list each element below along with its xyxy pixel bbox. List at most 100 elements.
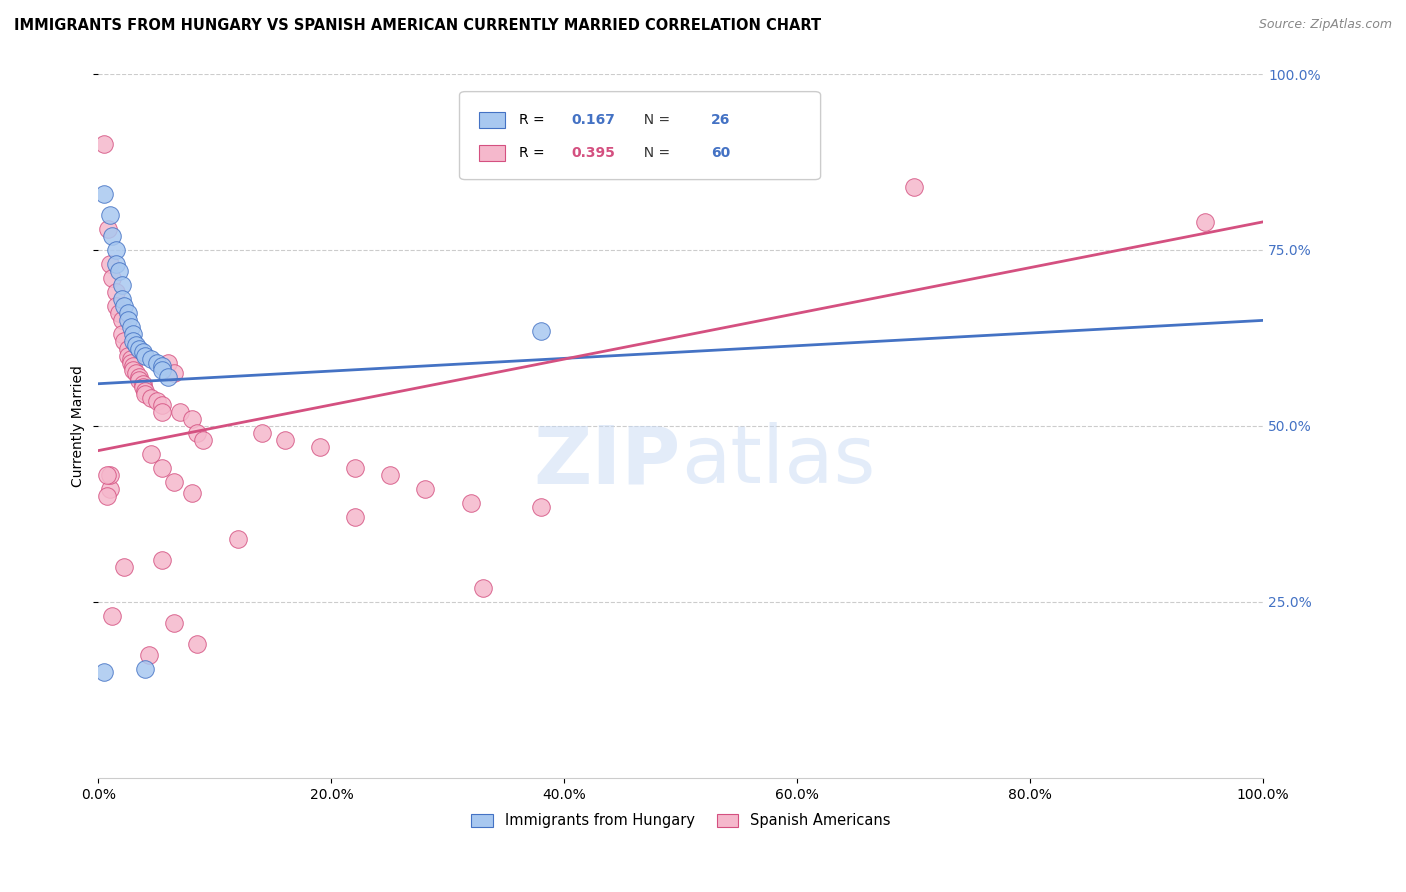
Point [138, 648, 160, 662]
Point [134, 387, 156, 401]
Point [180, 485, 202, 500]
Point [96, 489, 118, 503]
Point [903, 179, 925, 194]
Point [112, 299, 135, 313]
Text: R =: R = [519, 112, 548, 127]
Point [1194, 215, 1216, 229]
Point [152, 359, 174, 373]
Point [413, 483, 436, 497]
Point [145, 394, 167, 409]
Point [101, 271, 124, 285]
Legend: Immigrants from Hungary, Spanish Americans: Immigrants from Hungary, Spanish America… [465, 807, 897, 834]
Point [120, 320, 142, 334]
Text: 26: 26 [711, 112, 731, 127]
Point [111, 278, 134, 293]
Point [186, 425, 208, 440]
Point [128, 342, 150, 356]
Point [93, 665, 115, 680]
Point [104, 285, 127, 300]
Point [134, 662, 156, 676]
Point [117, 313, 139, 327]
Point [117, 342, 139, 356]
Text: N =: N = [636, 146, 675, 160]
Point [152, 552, 174, 566]
Point [471, 581, 494, 595]
Point [157, 356, 180, 370]
Point [98, 483, 121, 497]
Point [145, 356, 167, 370]
Text: 60: 60 [711, 146, 730, 160]
Point [128, 373, 150, 387]
Point [108, 264, 131, 278]
Point [169, 405, 191, 419]
Point [343, 510, 366, 524]
Text: 0.395: 0.395 [571, 146, 616, 160]
Text: Source: ZipAtlas.com: Source: ZipAtlas.com [1258, 18, 1392, 31]
Text: atlas: atlas [681, 422, 875, 500]
Point [98, 257, 121, 271]
Point [250, 425, 273, 440]
Point [152, 362, 174, 376]
Point [101, 228, 124, 243]
Point [101, 609, 124, 624]
Point [122, 359, 145, 373]
Point [104, 243, 127, 257]
Point [111, 313, 134, 327]
Point [128, 369, 150, 384]
Point [134, 384, 156, 398]
Point [186, 637, 208, 651]
Text: R =: R = [519, 146, 548, 160]
Point [112, 334, 135, 349]
Point [122, 327, 145, 342]
Point [96, 468, 118, 483]
Point [343, 461, 366, 475]
Point [163, 366, 186, 380]
Point [226, 532, 249, 546]
Point [139, 352, 162, 367]
Point [139, 391, 162, 405]
FancyBboxPatch shape [460, 92, 821, 179]
Point [125, 366, 148, 380]
Point [120, 356, 142, 370]
Point [120, 352, 142, 367]
Point [134, 349, 156, 363]
Point [117, 306, 139, 320]
Point [152, 461, 174, 475]
Point [104, 257, 127, 271]
Point [308, 440, 330, 454]
Point [97, 222, 120, 236]
Point [530, 324, 553, 338]
Point [163, 615, 186, 630]
Text: N =: N = [636, 112, 675, 127]
Point [104, 299, 127, 313]
Point [93, 137, 115, 152]
Point [108, 306, 131, 320]
Point [131, 345, 153, 359]
Point [131, 376, 153, 391]
Point [530, 500, 553, 514]
Point [131, 380, 153, 394]
Point [378, 468, 401, 483]
Point [111, 327, 134, 342]
Text: 0.167: 0.167 [571, 112, 616, 127]
Point [111, 292, 134, 306]
Point [122, 362, 145, 376]
Point [117, 349, 139, 363]
Text: IMMIGRANTS FROM HUNGARY VS SPANISH AMERICAN CURRENTLY MARRIED CORRELATION CHART: IMMIGRANTS FROM HUNGARY VS SPANISH AMERI… [14, 18, 821, 33]
Point [180, 412, 202, 426]
Point [460, 496, 482, 510]
FancyBboxPatch shape [479, 112, 505, 128]
Point [152, 398, 174, 412]
Point [152, 405, 174, 419]
FancyBboxPatch shape [479, 145, 505, 161]
Point [163, 475, 186, 490]
Point [98, 468, 121, 483]
Point [98, 208, 121, 222]
Y-axis label: Currently Married: Currently Married [72, 365, 86, 487]
Point [93, 186, 115, 201]
Point [139, 447, 162, 461]
Point [274, 433, 297, 447]
Point [193, 433, 215, 447]
Point [122, 334, 145, 349]
Point [125, 338, 148, 352]
